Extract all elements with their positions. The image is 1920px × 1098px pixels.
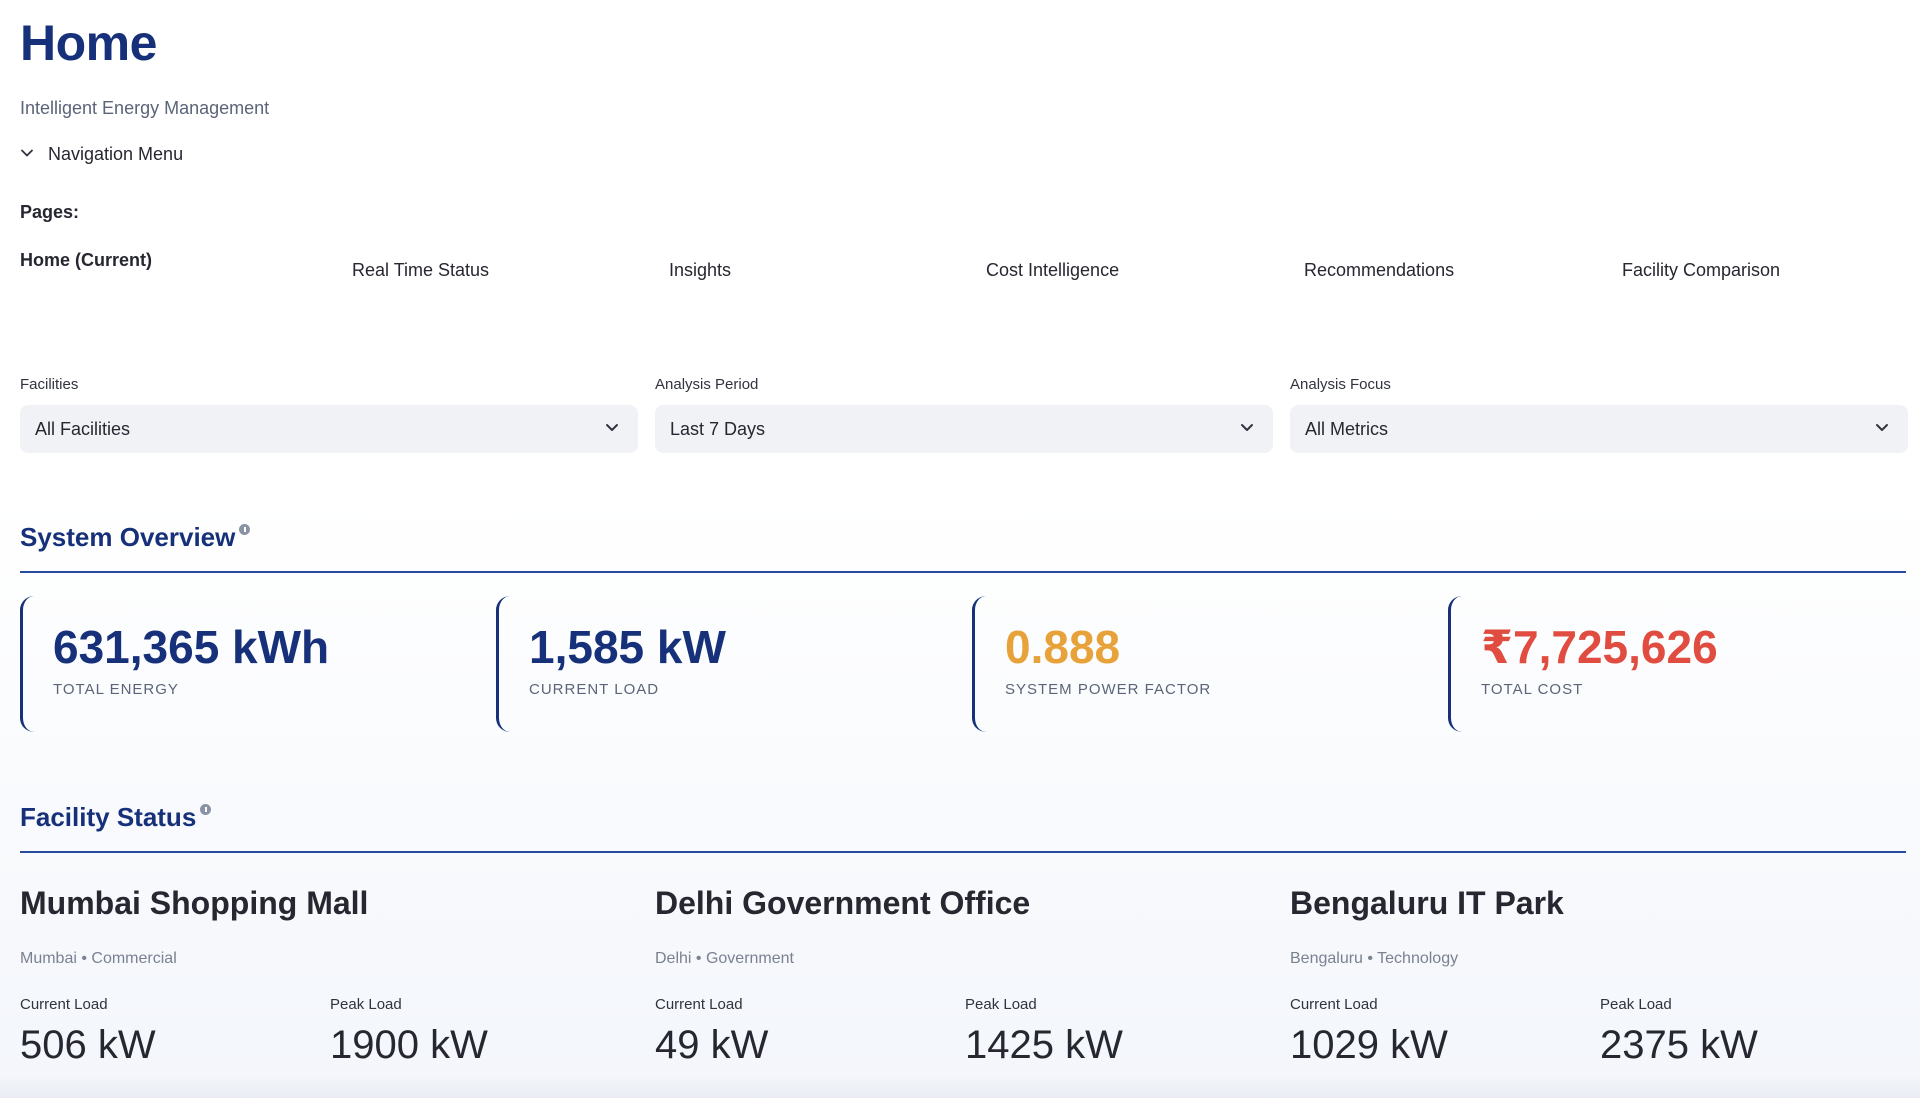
current-load-label: Current Load — [1290, 996, 1378, 1013]
navigation-menu-expander[interactable]: Navigation Menu — [20, 144, 183, 165]
facility-meta: Bengaluru • Technology — [1290, 950, 1459, 967]
system-overview-title: System Overview — [20, 522, 236, 552]
metric-value: ₹7,725,626 — [1481, 621, 1718, 673]
current-load-value: 506 kW — [20, 1023, 156, 1067]
current-load: Current Load 506 kW — [20, 996, 330, 1068]
metric-label: SYSTEM POWER FACTOR — [1005, 680, 1212, 698]
facility-card-delhi: Delhi Government Office Delhi • Governme… — [655, 885, 1275, 1068]
analysis-focus-select[interactable]: All Metrics — [1290, 405, 1908, 453]
analysis-focus-filter: Analysis Focus All Metrics — [1290, 376, 1908, 453]
metric-label: TOTAL COST — [1481, 680, 1584, 698]
facility-card-mumbai: Mumbai Shopping Mall Mumbai • Commercial… — [20, 885, 640, 1068]
page: Home Intelligent Energy Management Navig… — [20, 0, 1908, 1098]
navigation-menu-label: Navigation Menu — [48, 144, 184, 164]
info-icon[interactable] — [200, 804, 212, 815]
facilities-filter-label: Facilities — [20, 376, 79, 393]
facilities-select[interactable]: All Facilities — [20, 405, 638, 453]
info-icon[interactable] — [239, 524, 251, 535]
metric-label: CURRENT LOAD — [529, 680, 660, 698]
facility-name: Bengaluru IT Park — [1290, 885, 1564, 921]
chevron-down-icon — [604, 419, 620, 440]
page-title: Home — [20, 15, 157, 71]
metric-label: TOTAL ENERGY — [53, 680, 179, 698]
current-load-label: Current Load — [655, 996, 743, 1013]
peak-load-label: Peak Load — [965, 996, 1037, 1013]
peak-load-value: 1900 kW — [330, 1023, 488, 1067]
facilities-select-value: All Facilities — [35, 418, 131, 439]
nav-link-facility-comparison[interactable]: Facility Comparison — [1622, 260, 1781, 280]
system-overview-heading: System Overview — [20, 522, 251, 553]
nav-current-page: Home (Current) — [20, 250, 153, 270]
analysis-period-filter-label: Analysis Period — [655, 376, 759, 393]
chevron-down-icon — [1874, 419, 1890, 440]
bottom-fade — [0, 1076, 1920, 1098]
current-load-label: Current Load — [20, 996, 108, 1013]
metric-value: 1,585 kW — [529, 621, 726, 673]
page-links: Home (Current) Real Time Status Insights… — [20, 250, 1906, 290]
section-divider — [20, 851, 1906, 853]
peak-load-value: 2375 kW — [1600, 1023, 1758, 1067]
peak-load: Peak Load 1900 kW — [330, 996, 640, 1068]
analysis-period-select-value: Last 7 Days — [670, 418, 766, 439]
current-load: Current Load 1029 kW — [1290, 996, 1600, 1068]
current-load-value: 1029 kW — [1290, 1023, 1448, 1067]
facility-status-title: Facility Status — [20, 802, 197, 832]
nav-link-cost-intelligence[interactable]: Cost Intelligence — [986, 260, 1120, 280]
facility-name: Mumbai Shopping Mall — [20, 885, 369, 921]
chevron-down-icon — [1239, 419, 1255, 440]
facility-name: Delhi Government Office — [655, 885, 1031, 921]
nav-link-real-time-status[interactable]: Real Time Status — [352, 260, 490, 280]
facility-status-heading: Facility Status — [20, 802, 212, 833]
peak-load-value: 1425 kW — [965, 1023, 1123, 1067]
pages-label: Pages: — [20, 202, 80, 222]
analysis-period-select[interactable]: Last 7 Days — [655, 405, 1273, 453]
analysis-period-filter: Analysis Period Last 7 Days — [655, 376, 1273, 453]
current-load-value: 49 kW — [655, 1023, 769, 1067]
facilities-filter: Facilities All Facilities — [20, 376, 638, 453]
analysis-focus-select-value: All Metrics — [1305, 418, 1389, 439]
peak-load: Peak Load 1425 kW — [965, 996, 1275, 1068]
facility-card-bengaluru: Bengaluru IT Park Bengaluru • Technology… — [1290, 885, 1910, 1068]
chevron-down-icon — [20, 144, 34, 165]
metric-value: 0.888 — [1005, 621, 1121, 673]
metric-card-total-cost: ₹7,725,626 TOTAL COST — [1448, 596, 1908, 732]
peak-load-label: Peak Load — [1600, 996, 1672, 1013]
nav-link-recommendations[interactable]: Recommendations — [1304, 260, 1455, 280]
facility-meta: Delhi • Government — [655, 950, 794, 967]
facility-meta: Mumbai • Commercial — [20, 950, 177, 967]
page-subtitle: Intelligent Energy Management — [20, 98, 270, 118]
metric-card-total-energy: 631,365 kWh TOTAL ENERGY — [20, 596, 480, 732]
metric-card-current-load: 1,585 kW CURRENT LOAD — [496, 596, 956, 732]
analysis-focus-filter-label: Analysis Focus — [1290, 376, 1391, 393]
section-divider — [20, 571, 1906, 573]
metric-card-system-power-factor: 0.888 SYSTEM POWER FACTOR — [972, 596, 1432, 732]
nav-link-insights[interactable]: Insights — [669, 260, 732, 280]
metric-value: 631,365 kWh — [53, 621, 330, 673]
peak-load: Peak Load 2375 kW — [1600, 996, 1910, 1068]
peak-load-label: Peak Load — [330, 996, 402, 1013]
current-load: Current Load 49 kW — [655, 996, 965, 1068]
